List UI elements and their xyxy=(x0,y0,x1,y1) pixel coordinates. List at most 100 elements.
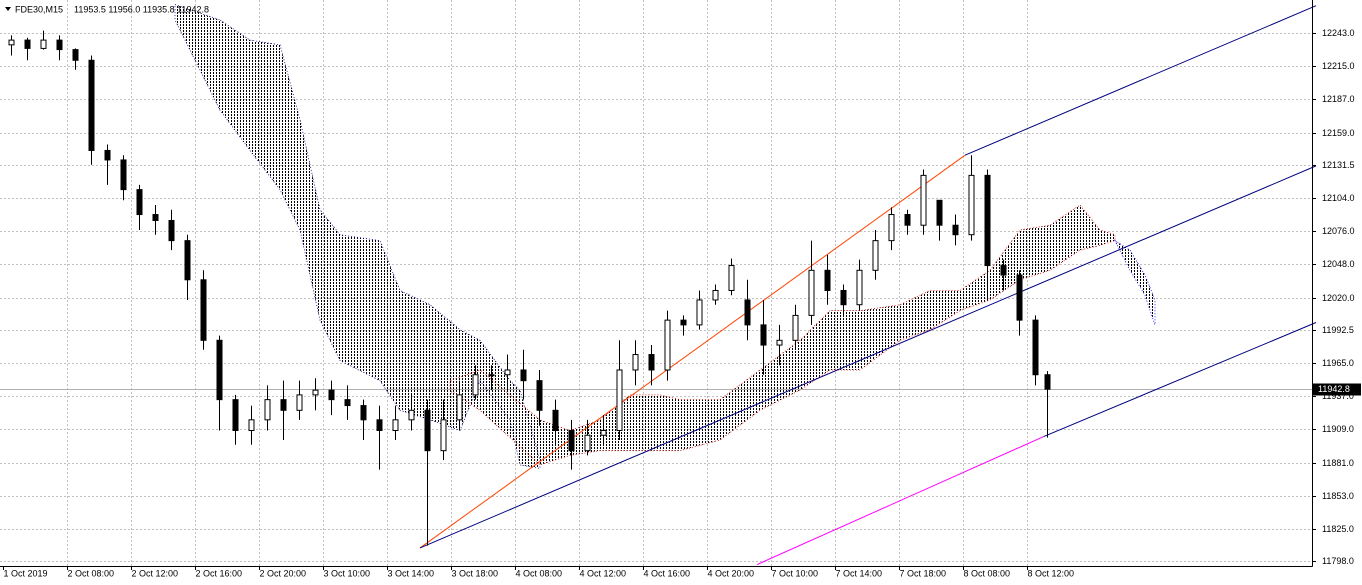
candle-body xyxy=(8,39,15,46)
candle-body xyxy=(728,265,735,291)
y-tick-label: 12104.0 xyxy=(1322,193,1355,203)
candle-body xyxy=(1032,319,1039,376)
candle-body xyxy=(248,419,255,431)
y-tick-label: 12048.0 xyxy=(1322,259,1355,269)
candle-body xyxy=(984,174,991,267)
y-tick-label: 11881.0 xyxy=(1322,458,1354,468)
candle-body xyxy=(120,159,127,191)
candle-body xyxy=(968,174,975,236)
candle-body xyxy=(392,419,399,431)
candle-body xyxy=(680,319,687,326)
price-label-box xyxy=(1313,383,1361,396)
candle-body xyxy=(568,429,575,452)
candle-body xyxy=(856,269,863,306)
candle-body xyxy=(872,240,879,271)
candle-body xyxy=(552,409,559,431)
channel-line xyxy=(1043,322,1317,437)
candle-body xyxy=(312,389,319,396)
x-tick-label: 7 Oct 10:00 xyxy=(772,568,819,578)
candle-body xyxy=(840,289,847,306)
candle-body xyxy=(24,39,31,49)
channel-line xyxy=(419,165,1317,549)
x-tick-label: 8 Oct 12:00 xyxy=(1028,568,1075,578)
candle-body xyxy=(584,434,591,452)
x-tick-label: 4 Oct 20:00 xyxy=(708,568,755,578)
candle-body xyxy=(824,269,831,291)
candle-body xyxy=(168,219,175,242)
channel-line xyxy=(756,435,1045,566)
candle-body xyxy=(216,339,223,401)
y-tick-label: 11798.0 xyxy=(1322,556,1354,566)
candle-body xyxy=(376,419,383,431)
candle-body xyxy=(440,419,447,452)
candle-body xyxy=(184,240,191,281)
channel-line xyxy=(419,154,966,549)
ichimoku-cloud xyxy=(449,204,1116,466)
candle-body xyxy=(344,399,351,407)
x-tick-label: 4 Oct 16:00 xyxy=(644,568,691,578)
candle-body xyxy=(888,214,895,242)
y-tick-label: 11909.0 xyxy=(1322,424,1354,434)
candle-body xyxy=(600,429,607,436)
candle-body xyxy=(712,289,719,301)
candle-body xyxy=(152,214,159,221)
candle-body xyxy=(1044,374,1051,390)
candle-body xyxy=(488,374,495,377)
candle-body xyxy=(904,214,911,226)
candle-body xyxy=(72,49,79,61)
y-tick-label: 12076.0 xyxy=(1322,226,1355,236)
candle-body xyxy=(296,394,303,411)
x-tick-label: 2 Oct 08:00 xyxy=(68,568,115,578)
y-tick-label: 12020.0 xyxy=(1322,293,1355,303)
candle-body xyxy=(776,339,783,346)
menu-arrow[interactable] xyxy=(5,7,11,11)
x-tick-label: 3 Oct 10:00 xyxy=(324,568,371,578)
ohlc-info: 11953.5 11956.0 11935.8 11942.8 xyxy=(74,4,209,14)
candle-body xyxy=(200,279,207,341)
candle-body xyxy=(504,369,511,376)
candle-body xyxy=(104,149,111,161)
y-tick-label: 12215.0 xyxy=(1322,61,1355,71)
y-tick-label: 12159.0 xyxy=(1322,128,1355,138)
x-tick-label: 3 Oct 14:00 xyxy=(388,568,435,578)
candle-body xyxy=(88,59,95,151)
x-tick-label: 2 Oct 20:00 xyxy=(260,568,307,578)
candle-body xyxy=(1016,274,1023,321)
candle-body xyxy=(408,409,415,421)
candle-body xyxy=(136,189,143,216)
x-tick-label: 3 Oct 18:00 xyxy=(452,568,499,578)
x-tick-label: 1 Oct 2019 xyxy=(4,568,48,578)
candle-body xyxy=(360,405,367,421)
candle-body xyxy=(472,374,479,396)
ichimoku-cloud xyxy=(1113,239,1156,326)
candle-body xyxy=(696,299,703,326)
candle-body xyxy=(632,354,639,371)
candle-body xyxy=(792,314,799,341)
candle-body xyxy=(232,399,239,431)
y-tick-label: 11992.5 xyxy=(1322,325,1354,335)
x-tick-label: 4 Oct 08:00 xyxy=(516,568,563,578)
y-tick-label: 12131.5 xyxy=(1322,160,1355,170)
y-tick-label: 11965.0 xyxy=(1322,358,1354,368)
candle-body xyxy=(328,389,335,401)
y-tick-label: 11825.0 xyxy=(1322,524,1354,534)
x-tick-label: 4 Oct 12:00 xyxy=(580,568,627,578)
candle-body xyxy=(1000,265,1007,276)
x-tick-label: 8 Oct 08:00 xyxy=(964,568,1011,578)
candle-body xyxy=(40,39,47,49)
candle-body xyxy=(280,399,287,411)
candle-body xyxy=(744,299,751,326)
price-label: 11942.8 xyxy=(1318,384,1350,394)
candle-body xyxy=(424,409,431,452)
y-tick-label: 12187.0 xyxy=(1322,94,1355,104)
candle-body xyxy=(808,269,815,316)
candle-body xyxy=(456,394,463,421)
candle-body xyxy=(760,324,767,346)
candle-body xyxy=(264,399,271,421)
candle-body xyxy=(952,224,959,236)
y-tick-label: 11853.0 xyxy=(1322,491,1354,501)
candle-body xyxy=(56,39,63,51)
candle-body xyxy=(648,354,655,371)
